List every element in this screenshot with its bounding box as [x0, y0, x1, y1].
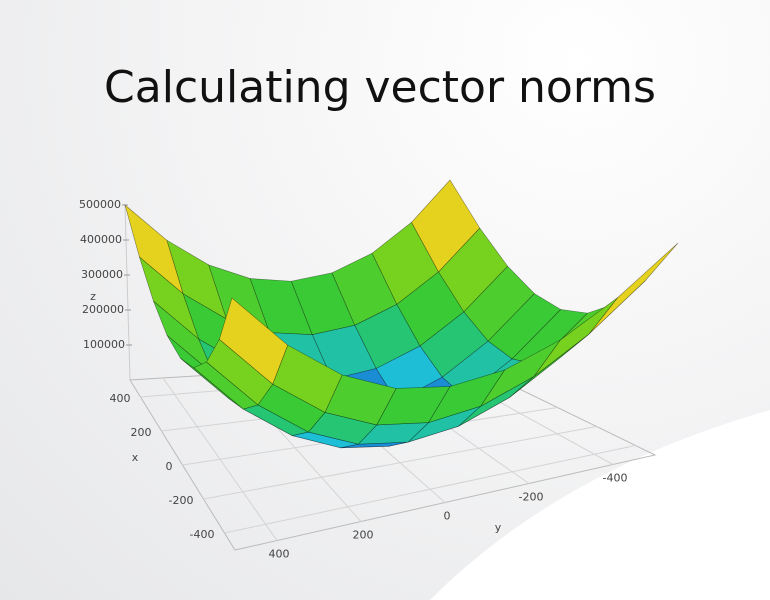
x-tick-label: -200 [169, 494, 194, 507]
surface-patch [124, 204, 184, 295]
y-tick-label: 200 [353, 529, 374, 542]
z-tick-label: 300000 [81, 268, 123, 281]
z-tick-label: 500000 [79, 198, 121, 211]
y-tick-label: -400 [603, 472, 628, 485]
x-tick-label: 400 [110, 392, 131, 405]
z-axis-label: z [90, 290, 96, 303]
z-tick-label: 200000 [82, 303, 124, 316]
z-tick-label: 400000 [80, 233, 122, 246]
swoosh [430, 410, 770, 600]
x-tick-label: 200 [131, 426, 152, 439]
x-axis-label: x [132, 451, 139, 464]
slide-title: Calculating vector norms [104, 62, 656, 113]
z-tick-label: 100000 [83, 338, 125, 351]
grid-line [162, 377, 278, 541]
x-tick-label: -400 [190, 528, 215, 541]
surface-patch [218, 297, 289, 385]
y-axis-label: y [495, 521, 502, 534]
y-tick-label: 0 [444, 510, 451, 523]
surface-patch [588, 242, 679, 335]
surface-patch [153, 300, 215, 375]
y-tick-label: 400 [269, 548, 290, 561]
z-axis [124, 204, 131, 381]
x-tick-label: 0 [166, 460, 173, 473]
y-tick-label: -200 [519, 491, 544, 504]
surface-patch [138, 256, 200, 340]
